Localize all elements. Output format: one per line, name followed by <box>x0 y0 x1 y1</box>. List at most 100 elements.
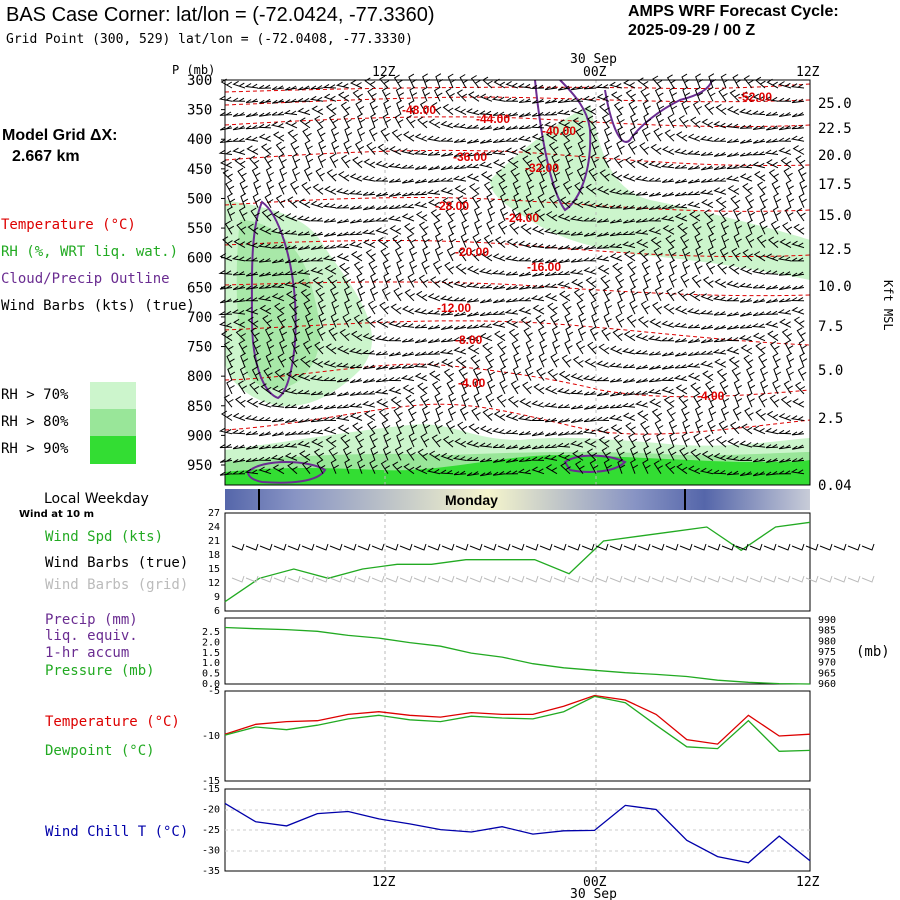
wind-barb <box>323 404 337 410</box>
wind-barb <box>616 113 625 129</box>
wind-barb <box>454 185 467 195</box>
wind-barb <box>746 366 755 381</box>
wind-barb <box>434 419 443 435</box>
wind-barb-true <box>343 543 357 551</box>
wind-barb <box>715 196 727 209</box>
wind-barb <box>459 406 469 421</box>
temperature-tick: -10 <box>202 731 220 742</box>
wind-barb-true <box>651 543 665 551</box>
wind-barb <box>661 351 675 357</box>
wind-barb <box>608 362 623 368</box>
wind-barb <box>640 88 650 102</box>
wind-barb <box>479 332 493 342</box>
wind-barb <box>597 185 610 195</box>
wind-barb <box>564 339 573 355</box>
wind-barb <box>739 324 753 329</box>
wind-barb <box>328 114 339 129</box>
pressure-tick-label: 900 <box>187 428 212 444</box>
wind-barb-grid <box>413 575 427 583</box>
wind-barb <box>459 206 469 222</box>
wind-barb <box>513 192 522 208</box>
wind-barb <box>271 85 285 90</box>
wind-barb <box>799 352 808 368</box>
wind-barb <box>517 468 532 475</box>
wind-barb <box>231 97 246 102</box>
wind-barb <box>712 177 727 182</box>
wind-barb <box>783 380 793 395</box>
rh-70-upper <box>490 105 810 280</box>
wind-barb <box>558 119 571 129</box>
wind-barb <box>387 376 402 382</box>
wind-barb <box>378 408 390 421</box>
wind-barb <box>751 268 766 275</box>
wind-barb <box>777 429 792 435</box>
wind-barb-grid <box>623 575 637 583</box>
wind-barb <box>336 188 350 195</box>
wind-barb <box>318 312 327 328</box>
wind-barb <box>704 102 715 115</box>
wind-barb <box>509 221 520 235</box>
wind-barb <box>790 468 805 475</box>
pressure-tick-label: 300 <box>187 73 212 89</box>
wind-barb <box>734 392 743 408</box>
wind-barb <box>220 159 233 169</box>
wind-barb <box>548 141 559 155</box>
wind-barb <box>511 340 521 355</box>
wind-barb <box>440 120 454 129</box>
wind-barb <box>405 394 416 408</box>
wind-barb <box>328 327 338 341</box>
wind-barb <box>364 77 376 89</box>
wind-barb <box>732 206 742 222</box>
wind-barb <box>584 358 597 368</box>
legend-cloud: Cloud/Precip Outline <box>1 271 170 287</box>
kft-tick-label: 25.0 <box>818 96 852 112</box>
wind-barb <box>244 135 259 142</box>
wind-barb <box>355 140 365 155</box>
wind-barb <box>310 417 324 423</box>
wind-barb <box>634 390 649 395</box>
wind-barb <box>452 123 467 129</box>
wind-barb <box>625 422 636 435</box>
wind-barb <box>507 157 519 169</box>
wind-barb <box>687 201 701 209</box>
wind-barb <box>582 375 597 382</box>
wind-barb <box>544 98 558 104</box>
wind-barb <box>454 438 467 448</box>
wind-barb-grid <box>231 575 245 583</box>
wind-barb <box>539 179 548 195</box>
wind-barb <box>544 85 558 91</box>
wind-barb <box>310 231 324 237</box>
wind-barb <box>361 229 376 235</box>
wind-barb <box>401 351 415 357</box>
wind-barb <box>596 426 610 435</box>
wind-barb <box>547 368 558 381</box>
wind-barb <box>795 381 806 395</box>
wind-barb <box>765 284 779 290</box>
wind-barb <box>349 364 363 369</box>
wind-barb <box>739 440 753 448</box>
wind-barb <box>375 227 389 235</box>
wind-barb <box>520 223 532 235</box>
wind-barb <box>291 166 301 182</box>
wind-barb <box>432 260 443 275</box>
wind-barb <box>590 299 599 315</box>
wind-barb <box>232 444 246 450</box>
wind-barb <box>752 332 766 342</box>
wind-barb <box>297 245 311 251</box>
wind-barb <box>493 159 506 169</box>
wind-barb <box>362 191 376 196</box>
wind-barb <box>700 324 714 330</box>
wind-barb <box>791 124 805 130</box>
wind-barb <box>676 463 688 475</box>
wind-barb <box>271 258 285 264</box>
kft-tick-label: 10.0 <box>818 279 852 295</box>
wind-barb <box>790 415 805 421</box>
wind-barb <box>271 417 285 423</box>
wind-barb <box>457 421 468 435</box>
wind-barb <box>247 223 259 235</box>
wind-barb <box>517 135 532 142</box>
wind-barb <box>752 457 766 463</box>
wind-barb <box>487 379 496 395</box>
wind-barb <box>356 445 366 461</box>
wind-barb <box>218 149 233 155</box>
